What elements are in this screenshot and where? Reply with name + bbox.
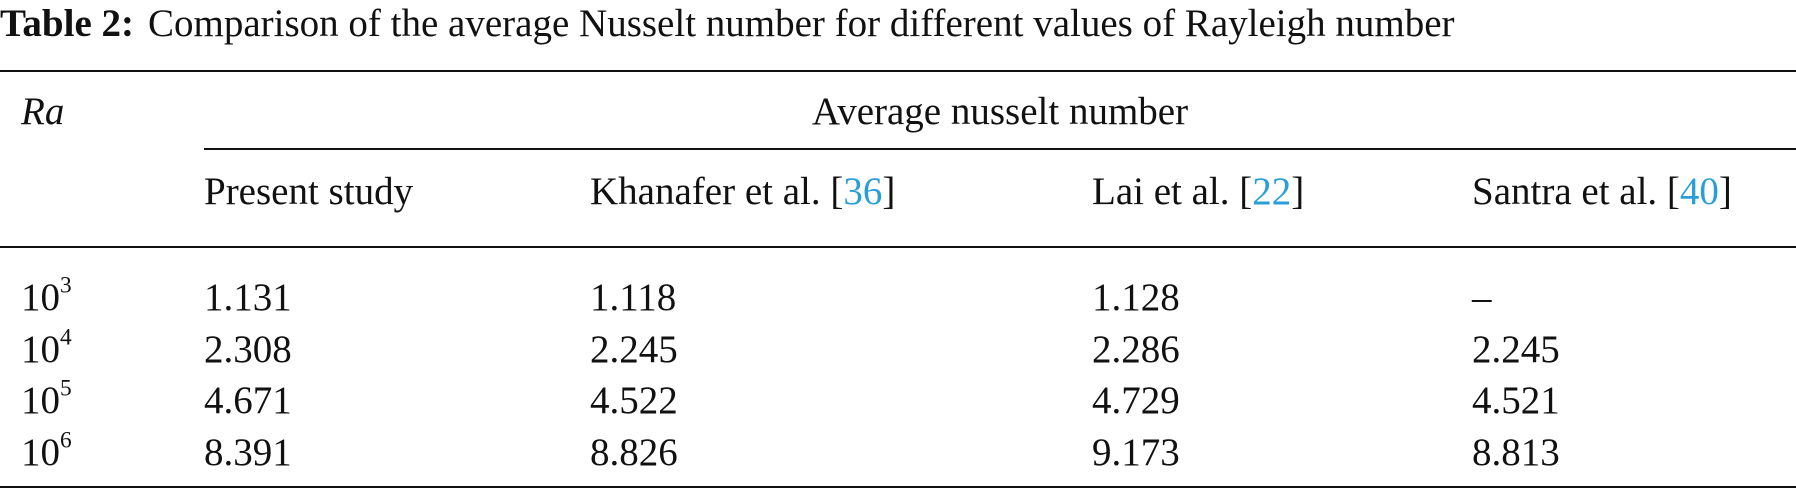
header-rule — [0, 246, 1796, 248]
column-header: Present study — [204, 172, 413, 211]
citation: 36 — [843, 170, 883, 213]
citation: 40 — [1679, 170, 1719, 213]
cell: – — [1472, 276, 1492, 319]
ra-exponent: 6 — [60, 427, 72, 454]
cell: 4.671 — [204, 379, 292, 422]
cell: 1.118 — [590, 276, 677, 319]
cell: 8.813 — [1472, 431, 1560, 474]
ra-exponent: 4 — [60, 324, 72, 351]
column-header-text: Khanafer et al. [ — [590, 170, 844, 213]
cell: 4.521 — [1472, 379, 1560, 422]
cell: 2.245 — [590, 328, 678, 371]
group-header: Average nusselt number — [811, 90, 1189, 133]
cell: 2.308 — [204, 328, 292, 371]
cell: 2.286 — [1092, 328, 1180, 371]
column-header-text: Present study — [204, 170, 414, 213]
cell: 1.131 — [204, 276, 292, 319]
column-header: Khanafer et al. [36] — [590, 172, 895, 211]
cell: 9.173 — [1092, 431, 1180, 474]
column-header-text: ] — [1291, 170, 1305, 213]
cell: 1.128 — [1092, 276, 1180, 319]
column-header-text: ] — [882, 170, 896, 213]
cell: 8.391 — [204, 431, 292, 474]
ra-value: 104 — [21, 326, 72, 371]
ra-value: 106 — [21, 429, 72, 474]
cell: 4.729 — [1092, 379, 1180, 422]
caption: Table 2: Comparison of the average Nussel… — [0, 4, 1455, 43]
caption-label: Table 2: — [0, 2, 135, 45]
ra-base: 10 — [21, 431, 60, 474]
ra-exponent: 3 — [60, 272, 72, 299]
column-header: Lai et al. [22] — [1092, 172, 1304, 211]
column-header-text: ] — [1718, 170, 1732, 213]
ra-value: 103 — [21, 274, 72, 319]
ra-base: 10 — [21, 379, 60, 422]
cell: 8.826 — [590, 431, 678, 474]
row-header: Ra — [21, 90, 65, 133]
citation: 22 — [1252, 170, 1292, 213]
cell: 4.522 — [590, 379, 678, 422]
cell: 2.245 — [1472, 328, 1560, 371]
column-header-text: Santra et al. [ — [1472, 170, 1680, 213]
bottom-rule — [0, 486, 1796, 488]
top-rule — [0, 70, 1796, 72]
ra-value: 105 — [21, 377, 72, 422]
ra-exponent: 5 — [60, 375, 72, 402]
ra-base: 10 — [21, 328, 60, 371]
column-header: Santra et al. [40] — [1472, 172, 1732, 211]
caption-text: Comparison of the average Nusselt number… — [148, 2, 1455, 45]
group-rule — [204, 148, 1796, 150]
ra-base: 10 — [21, 276, 60, 319]
column-header-text: Lai et al. [ — [1092, 170, 1253, 213]
